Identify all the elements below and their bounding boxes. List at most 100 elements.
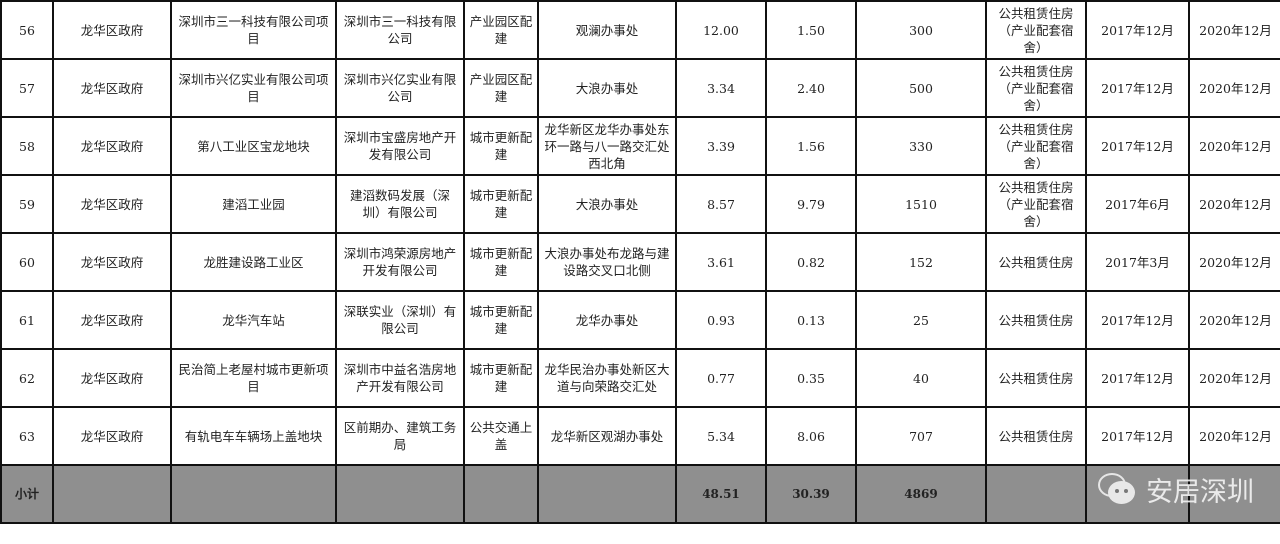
table-row: 61 龙华区政府 龙华汽车站 深联实业（深圳）有 限公司 城市更新配 建龙华办事处 0.9… [0,290,1280,350]
cell-units: 500 [855,58,987,118]
cell-index: 63 [0,406,54,466]
cell-area-a: 3.34 [675,58,767,118]
cell-department: 龙华区政府 [52,290,172,350]
table-row: 60 龙华区政府 龙胜建设路工业区 深圳市鸿荣源房地产 开发有限公司 城市更新配 建大浪… [0,232,1280,292]
cell-area-a: 3.39 [675,116,767,176]
cell-housing-type: 公共租赁住房 [985,406,1087,466]
housing-projects-table: 56 龙华区政府 深圳市三一科技有限公司项 目深圳市三一科技有限 公司 产业园区配 建… [0,0,1280,524]
subtotal-cell-project-name [170,464,337,524]
cell-developer: 深圳市鸿荣源房地产 开发有限公司 [335,232,465,292]
watermark-text: 安居深圳 [1146,477,1254,508]
cell-developer: 建滔数码发展（深 圳）有限公司 [335,174,465,234]
cell-location: 龙华办事处 [537,290,677,350]
cell-end-date: 2020年12月 [1188,348,1280,408]
cell-location: 大浪办事处布龙路与建 设路交叉口北侧 [537,232,677,292]
cell-type: 公共交通上 盖 [463,406,539,466]
cell-location: 龙华新区龙华办事处东 环一路与八一路交汇处 西北角 [537,116,677,176]
cell-developer: 深联实业（深圳）有 限公司 [335,290,465,350]
cell-housing-type: 公共租赁住房 [985,232,1087,292]
cell-units: 707 [855,406,987,466]
cell-location: 大浪办事处 [537,58,677,118]
cell-area-b: 0.35 [765,348,857,408]
cell-end-date: 2020年12月 [1188,116,1280,176]
cell-start-date: 2017年12月 [1085,116,1190,176]
subtotal-cell-location [537,464,677,524]
cell-housing-type: 公共租赁住房 [985,348,1087,408]
cell-housing-type: 公共租赁住房 [985,290,1087,350]
cell-start-date: 2017年12月 [1085,406,1190,466]
cell-housing-type: 公共租赁住房 （产业配套宿 舍） [985,116,1087,176]
cell-end-date: 2020年12月 [1188,406,1280,466]
cell-index: 60 [0,232,54,292]
cell-end-date: 2020年12月 [1188,174,1280,234]
cell-location: 大浪办事处 [537,174,677,234]
cell-type: 产业园区配 建 [463,58,539,118]
cell-start-date: 2017年12月 [1085,58,1190,118]
cell-area-b: 1.56 [765,116,857,176]
cell-type: 产业园区配 建 [463,0,539,60]
cell-project-name: 民治简上老屋村城市更新项 目 [170,348,337,408]
subtotal-row: 小计 48.51 30.39 4869 [0,464,1280,524]
subtotal-cell-area-b: 30.39 [765,464,857,524]
cell-department: 龙华区政府 [52,406,172,466]
cell-location: 龙华民治办事处新区大 道与向荣路交汇处 [537,348,677,408]
cell-housing-type: 公共租赁住房 （产业配套宿 舍） [985,0,1087,60]
subtotal-cell-start-date [1085,464,1190,524]
cell-area-b: 9.79 [765,174,857,234]
cell-project-name: 建滔工业园 [170,174,337,234]
cell-department: 龙华区政府 [52,58,172,118]
cell-units: 152 [855,232,987,292]
cell-start-date: 2017年3月 [1085,232,1190,292]
table-row: 57 龙华区政府 深圳市兴亿实业有限公司项 目深圳市兴亿实业有限 公司 产业园区配 建… [0,58,1280,118]
wechat-icon [1098,472,1138,507]
cell-area-a: 3.61 [675,232,767,292]
cell-start-date: 2017年6月 [1085,174,1190,234]
cell-end-date: 2020年12月 [1188,290,1280,350]
subtotal-cell-index: 小计 [0,464,54,524]
cell-units: 25 [855,290,987,350]
cell-project-name: 深圳市兴亿实业有限公司项 目 [170,58,337,118]
cell-area-b: 8.06 [765,406,857,466]
cell-index: 58 [0,116,54,176]
cell-area-b: 0.82 [765,232,857,292]
cell-project-name: 深圳市三一科技有限公司项 目 [170,0,337,60]
cell-area-a: 0.93 [675,290,767,350]
cell-index: 62 [0,348,54,408]
cell-department: 龙华区政府 [52,232,172,292]
table-row: 56 龙华区政府 深圳市三一科技有限公司项 目深圳市三一科技有限 公司 产业园区配 建… [0,0,1280,60]
cell-area-a: 5.34 [675,406,767,466]
subtotal-cell-end-date [1188,464,1280,524]
cell-housing-type: 公共租赁住房 （产业配套宿 舍） [985,174,1087,234]
cell-start-date: 2017年12月 [1085,348,1190,408]
cell-location: 观澜办事处 [537,0,677,60]
cell-project-name: 第八工业区宝龙地块 [170,116,337,176]
table-row: 63 龙华区政府 有轨电车车辆场上盖地块 区前期办、建筑工务 局公共交通上 盖龙华新区… [0,406,1280,466]
cell-area-a: 12.00 [675,0,767,60]
cell-end-date: 2020年12月 [1188,232,1280,292]
subtotal-cell-developer [335,464,465,524]
cell-units: 1510 [855,174,987,234]
cell-units: 300 [855,0,987,60]
table-row: 58 龙华区政府 第八工业区宝龙地块 深圳市宝盛房地产开 发有限公司 城市更新配 建龙华… [0,116,1280,176]
cell-developer: 深圳市三一科技有限 公司 [335,0,465,60]
cell-units: 330 [855,116,987,176]
cell-area-a: 0.77 [675,348,767,408]
table-row: 59 龙华区政府 建滔工业园 建滔数码发展（深 圳）有限公司 城市更新配 建大浪办事处 8… [0,174,1280,234]
cell-type: 城市更新配 建 [463,232,539,292]
cell-area-b: 0.13 [765,290,857,350]
cell-type: 城市更新配 建 [463,290,539,350]
cell-index: 59 [0,174,54,234]
cell-department: 龙华区政府 [52,116,172,176]
cell-project-name: 龙胜建设路工业区 [170,232,337,292]
cell-end-date: 2020年12月 [1188,58,1280,118]
subtotal-cell-housing-type [985,464,1087,524]
bottom-margin [0,540,1280,544]
subtotal-cell-units: 4869 [855,464,987,524]
watermark: 安居深圳 [1098,470,1254,509]
cell-location: 龙华新区观湖办事处 [537,406,677,466]
cell-area-b: 2.40 [765,58,857,118]
cell-developer: 深圳市兴亿实业有限 公司 [335,58,465,118]
cell-index: 57 [0,58,54,118]
subtotal-cell-area-a: 48.51 [675,464,767,524]
cell-department: 龙华区政府 [52,0,172,60]
